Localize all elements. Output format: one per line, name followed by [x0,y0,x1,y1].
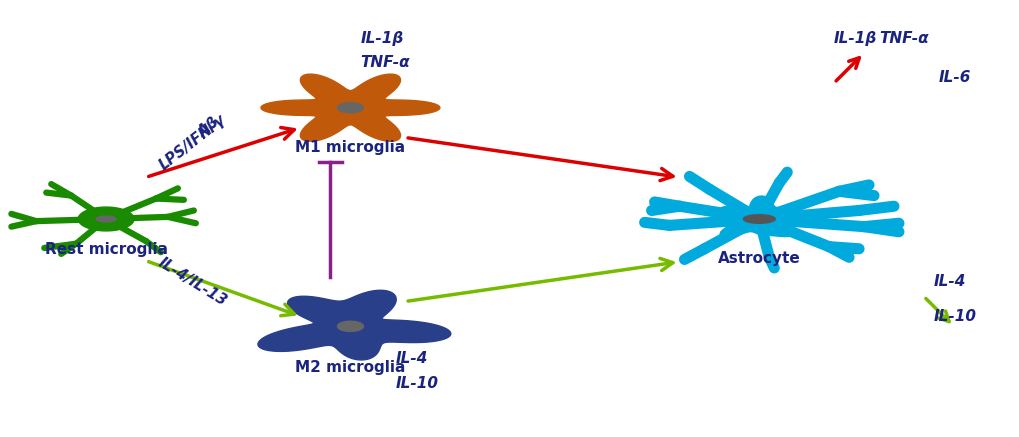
Text: Aβ: Aβ [196,115,222,140]
Polygon shape [743,215,774,223]
Text: TNF-α: TNF-α [878,31,927,45]
Text: Astrocyte: Astrocyte [717,251,800,266]
Text: IL-6: IL-6 [937,70,970,85]
Text: IL-4/IL-13: IL-4/IL-13 [156,255,229,309]
Text: IL-10: IL-10 [933,309,976,324]
Text: M2 microglia: M2 microglia [294,361,406,375]
Text: Rest microglia: Rest microglia [45,243,167,257]
Text: IL-4: IL-4 [395,350,427,366]
Text: LPS/IFN-γ: LPS/IFN-γ [156,112,228,173]
Polygon shape [78,207,133,231]
Polygon shape [258,290,450,360]
Polygon shape [96,216,116,222]
Text: IL-1β: IL-1β [360,31,404,45]
Polygon shape [261,74,439,141]
Text: IL-10: IL-10 [395,376,438,392]
Polygon shape [715,196,810,236]
Polygon shape [337,321,363,331]
Text: IL-1β: IL-1β [834,31,876,45]
Text: TNF-α: TNF-α [360,55,410,70]
Polygon shape [337,103,363,113]
Text: IL-4: IL-4 [933,274,965,289]
Text: M1 microglia: M1 microglia [296,140,406,155]
